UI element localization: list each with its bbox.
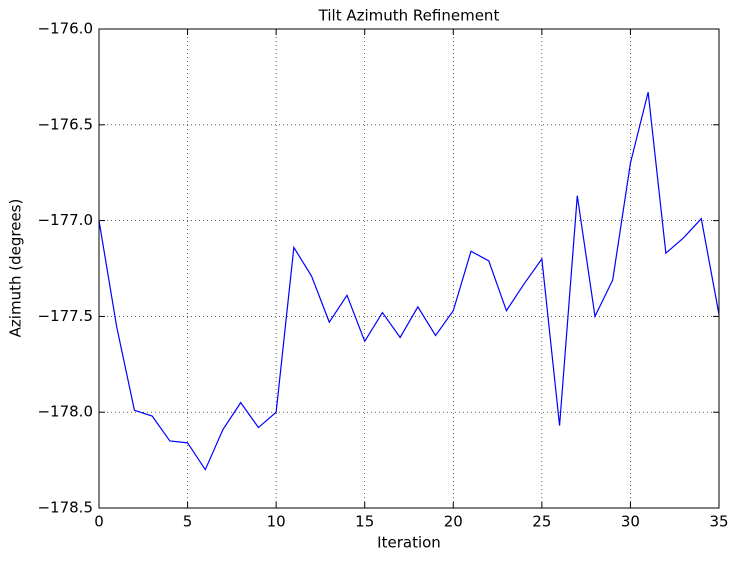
y-tick-label: −178.5	[37, 499, 93, 517]
x-tick-label: 20	[444, 513, 463, 531]
x-tick-label: 15	[355, 513, 374, 531]
x-axis-label: Iteration	[377, 534, 441, 552]
y-tick-label: −176.0	[37, 20, 93, 38]
x-tick-label: 5	[183, 513, 193, 531]
y-tick-label: −178.0	[37, 403, 93, 421]
y-tick-label: −177.5	[37, 307, 93, 325]
x-tick-label: 35	[709, 513, 728, 531]
chart-title: Tilt Azimuth Refinement	[318, 7, 500, 25]
x-tick-label: 0	[94, 513, 104, 531]
data-line	[98, 92, 720, 471]
x-tick-label: 10	[267, 513, 286, 531]
x-tick-label: 25	[532, 513, 551, 531]
x-tick-label: 30	[621, 513, 640, 531]
y-tick-label: −176.5	[37, 115, 93, 133]
plot-frame	[98, 28, 720, 509]
y-axis-label: Azimuth (degrees)	[7, 199, 25, 338]
y-tick-label: −177.0	[37, 211, 93, 229]
